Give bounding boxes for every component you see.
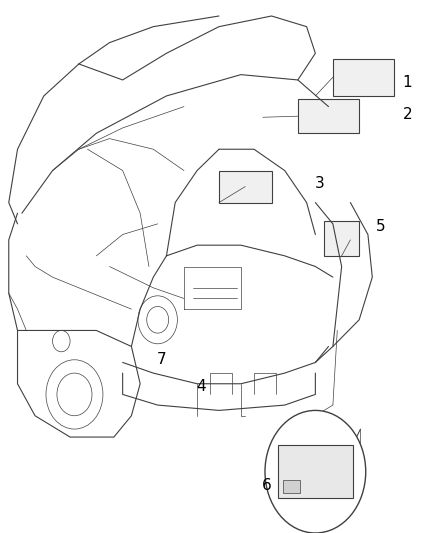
FancyBboxPatch shape (298, 99, 359, 133)
FancyBboxPatch shape (283, 480, 300, 493)
FancyBboxPatch shape (324, 221, 359, 256)
Text: 2: 2 (403, 107, 412, 122)
Text: 5: 5 (376, 219, 386, 234)
FancyBboxPatch shape (278, 445, 353, 498)
Text: 6: 6 (262, 478, 272, 492)
FancyBboxPatch shape (333, 59, 394, 96)
Text: 1: 1 (403, 75, 412, 90)
Circle shape (265, 410, 366, 533)
FancyBboxPatch shape (219, 171, 272, 203)
Text: 7: 7 (157, 352, 167, 367)
Text: 4: 4 (197, 379, 206, 394)
Text: 3: 3 (315, 176, 325, 191)
